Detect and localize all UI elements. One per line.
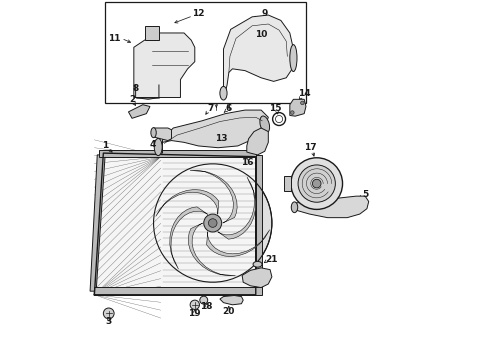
Text: 2: 2	[129, 95, 135, 104]
Polygon shape	[220, 296, 243, 305]
Text: 4: 4	[149, 140, 156, 149]
Polygon shape	[170, 207, 208, 269]
Circle shape	[298, 165, 335, 202]
Ellipse shape	[260, 116, 270, 133]
Polygon shape	[190, 170, 237, 223]
Text: 5: 5	[362, 190, 368, 199]
Polygon shape	[256, 155, 262, 291]
Polygon shape	[188, 223, 235, 276]
Circle shape	[204, 214, 221, 232]
Polygon shape	[207, 230, 270, 257]
Polygon shape	[290, 99, 306, 116]
Text: 12: 12	[192, 9, 205, 18]
Ellipse shape	[151, 128, 156, 138]
Ellipse shape	[154, 138, 162, 156]
Text: 9: 9	[262, 9, 268, 18]
Polygon shape	[134, 33, 195, 98]
Polygon shape	[242, 268, 272, 288]
Circle shape	[291, 111, 294, 114]
Polygon shape	[292, 196, 368, 218]
Polygon shape	[128, 105, 150, 118]
Circle shape	[103, 308, 114, 319]
Polygon shape	[247, 128, 269, 155]
Polygon shape	[99, 150, 256, 157]
Polygon shape	[157, 110, 269, 153]
Polygon shape	[90, 155, 105, 291]
Text: 1: 1	[102, 141, 108, 150]
Ellipse shape	[290, 45, 297, 72]
Text: 16: 16	[241, 158, 253, 167]
Circle shape	[200, 296, 208, 304]
Ellipse shape	[253, 261, 262, 267]
Circle shape	[153, 164, 272, 282]
Text: 7: 7	[208, 104, 214, 113]
Ellipse shape	[220, 86, 227, 100]
Circle shape	[313, 179, 321, 188]
Text: 20: 20	[222, 307, 235, 316]
Circle shape	[291, 158, 343, 210]
Text: 8: 8	[132, 84, 139, 93]
Text: 19: 19	[188, 309, 200, 318]
Text: 11: 11	[108, 34, 121, 43]
Polygon shape	[95, 153, 256, 295]
Text: 15: 15	[269, 104, 282, 113]
Text: 18: 18	[200, 302, 213, 311]
Text: 13: 13	[216, 134, 228, 143]
Polygon shape	[218, 177, 256, 239]
Polygon shape	[153, 128, 172, 140]
Text: 6: 6	[226, 104, 232, 113]
Polygon shape	[285, 176, 291, 191]
Polygon shape	[223, 15, 294, 99]
Polygon shape	[156, 190, 219, 216]
Circle shape	[208, 219, 217, 227]
Circle shape	[300, 101, 304, 105]
Polygon shape	[145, 26, 159, 40]
Text: 21: 21	[265, 255, 278, 264]
Text: 3: 3	[106, 317, 112, 326]
Circle shape	[190, 300, 199, 310]
Text: 17: 17	[304, 143, 317, 152]
Text: 14: 14	[298, 89, 311, 98]
Text: 10: 10	[255, 30, 268, 39]
Ellipse shape	[291, 202, 298, 213]
Polygon shape	[95, 287, 262, 295]
